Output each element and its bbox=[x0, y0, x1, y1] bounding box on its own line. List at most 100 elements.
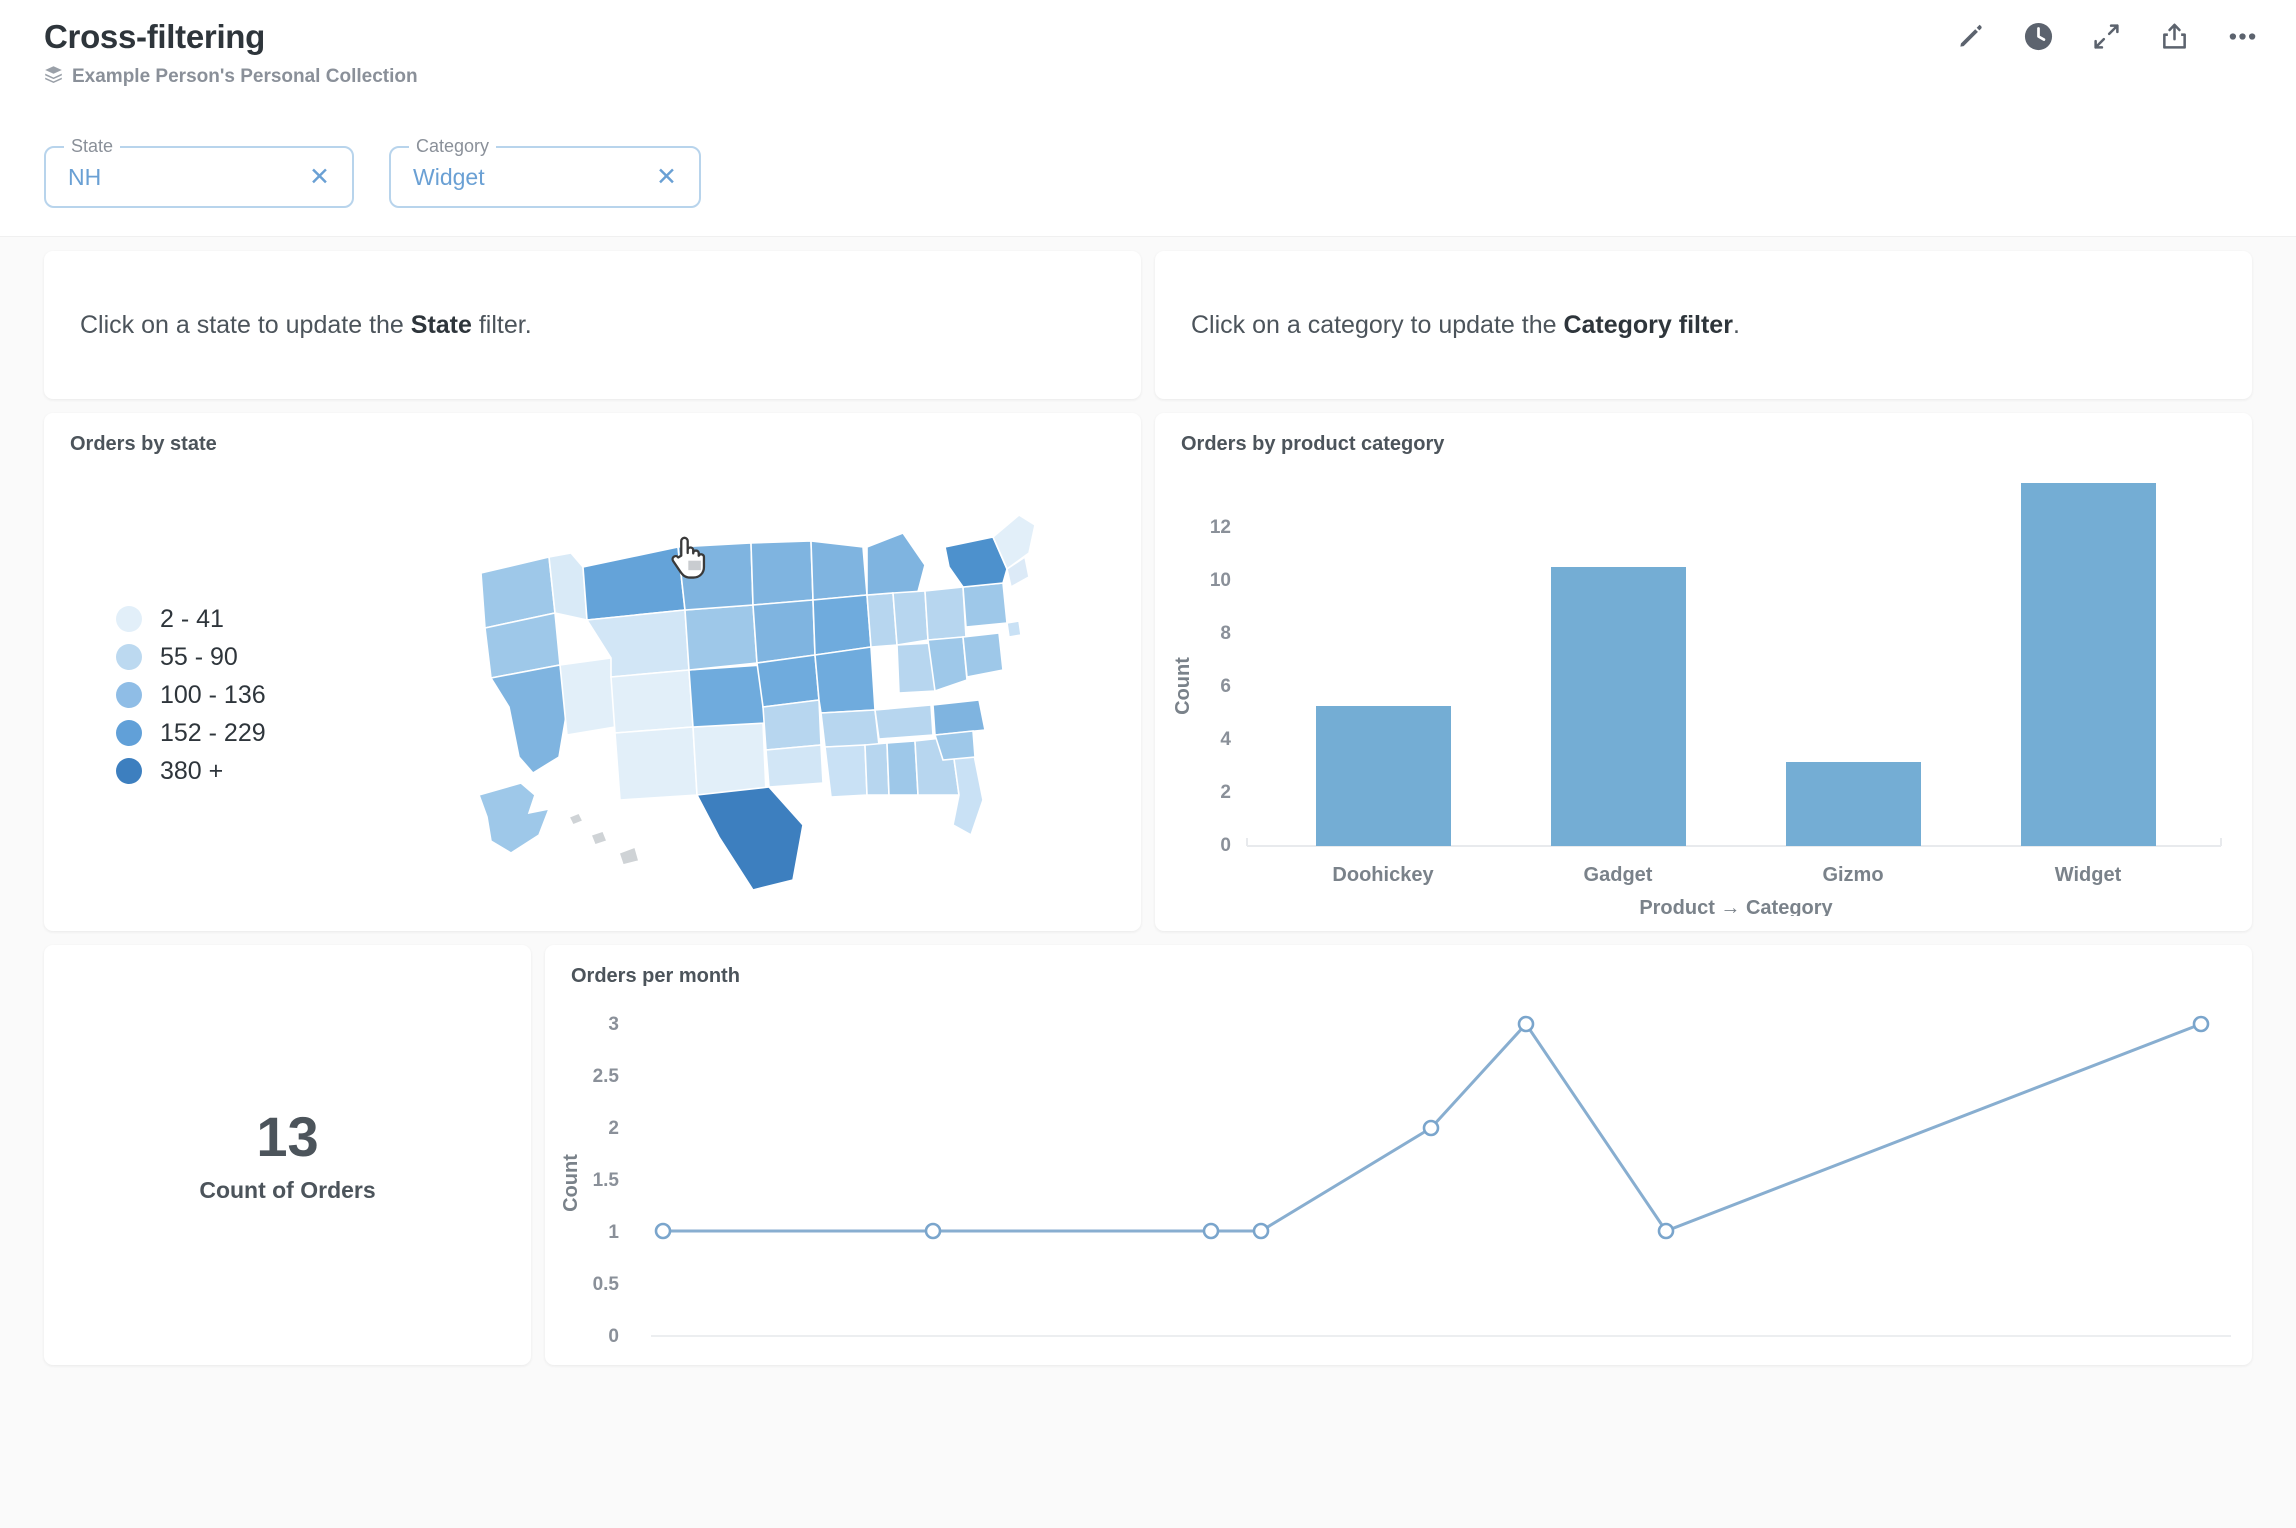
state-CO bbox=[687, 664, 767, 728]
category-filter[interactable]: Category Widget ✕ bbox=[389, 136, 701, 208]
line-series-path bbox=[663, 1021, 2202, 1233]
data-point[interactable] bbox=[2192, 1015, 2210, 1033]
line-chart-svg[interactable]: 3 2.5 2 1.5 1 0.5 0 Count bbox=[545, 988, 2252, 1365]
text-card-row: Click on a state to update the State fil… bbox=[44, 251, 2252, 399]
state-IN bbox=[891, 590, 929, 646]
scalar-value: 13 bbox=[256, 1104, 319, 1168]
edit-dashboard-button[interactable] bbox=[1952, 20, 1988, 56]
legend-item[interactable]: 380 + bbox=[116, 757, 374, 786]
legend-item-label: 100 - 136 bbox=[160, 680, 266, 709]
category-instruction-text: Click on a category to update the Catego… bbox=[1191, 311, 1740, 340]
y-tick-label: 8 bbox=[1220, 623, 1231, 644]
data-point[interactable] bbox=[654, 1222, 672, 1240]
y-tick-label: 2 bbox=[1220, 782, 1231, 803]
fullscreen-button[interactable] bbox=[2088, 20, 2124, 56]
legend-item[interactable]: 2 - 41 bbox=[116, 605, 374, 634]
collection-name[interactable]: Example Person's Personal Collection bbox=[72, 65, 418, 87]
state-filter-clear-icon[interactable]: ✕ bbox=[309, 162, 330, 191]
more-options-button[interactable] bbox=[2224, 20, 2260, 56]
state-AL bbox=[885, 740, 919, 796]
state-CA bbox=[489, 664, 568, 775]
state-TN bbox=[873, 704, 934, 740]
filter-bar: State NH ✕ Category Widget ✕ bbox=[0, 130, 2296, 237]
line-markers bbox=[654, 1015, 2210, 1240]
state-instruction-bold: State bbox=[410, 310, 472, 339]
category-instruction-card: Click on a category to update the Catego… bbox=[1155, 251, 2252, 399]
data-point[interactable] bbox=[924, 1222, 942, 1240]
state-AR bbox=[819, 709, 880, 748]
y-tick-label: 12 bbox=[1210, 517, 1231, 538]
state-filter[interactable]: State NH ✕ bbox=[44, 136, 354, 208]
data-point[interactable] bbox=[1657, 1222, 1675, 1240]
data-point[interactable] bbox=[1517, 1015, 1535, 1033]
orders-by-state-card[interactable]: Orders by state 2 - 41 55 - 90 100 - 136 bbox=[44, 413, 1141, 931]
state-MO bbox=[813, 646, 876, 714]
legend-item[interactable]: 100 - 136 bbox=[116, 681, 374, 710]
orders-by-product-category-card[interactable]: Orders by product category 12 10 8 6 4 2… bbox=[1155, 413, 2252, 931]
state-LA bbox=[823, 744, 868, 798]
legend-item[interactable]: 55 - 90 bbox=[116, 643, 374, 672]
legend-color-swatch bbox=[116, 644, 142, 670]
legend-item-label: 152 - 229 bbox=[160, 718, 266, 747]
y-tick-label: 6 bbox=[1220, 676, 1231, 697]
bar-doohickey[interactable] bbox=[1316, 706, 1451, 846]
auto-refresh-button[interactable] bbox=[2020, 20, 2056, 56]
state-VA bbox=[961, 632, 1004, 678]
sharing-button[interactable] bbox=[2156, 20, 2192, 56]
legend-color-swatch bbox=[116, 720, 142, 746]
x-axis-title: Product → Category bbox=[1639, 897, 1833, 916]
state-NE bbox=[755, 654, 820, 708]
state-KS bbox=[761, 699, 822, 751]
us-choropleth-map[interactable] bbox=[374, 456, 1141, 931]
breadcrumb[interactable]: Example Person's Personal Collection bbox=[44, 65, 2252, 89]
state-NV bbox=[558, 657, 616, 736]
clock-icon bbox=[2023, 21, 2054, 55]
state-HI-2 bbox=[589, 830, 608, 846]
state-ID bbox=[547, 552, 588, 622]
state-MN bbox=[749, 540, 814, 606]
data-point[interactable] bbox=[1422, 1119, 1440, 1137]
data-point[interactable] bbox=[1252, 1222, 1270, 1240]
orders-per-month-card[interactable]: Orders per month 3 2.5 2 1.5 1 0.5 0 Cou… bbox=[545, 945, 2252, 1365]
state-AZ bbox=[613, 726, 698, 801]
bottom-row: 13 Count of Orders Orders per month 3 2.… bbox=[44, 945, 2252, 1365]
bar-gadget[interactable] bbox=[1551, 567, 1686, 846]
state-OK bbox=[764, 744, 824, 788]
bar-widget[interactable] bbox=[2021, 483, 2156, 846]
y-tick-label: 4 bbox=[1220, 729, 1231, 750]
state-instruction-suffix: filter. bbox=[471, 310, 532, 339]
state-TX bbox=[695, 786, 804, 891]
legend-color-swatch bbox=[116, 758, 142, 784]
state-UT bbox=[609, 669, 694, 734]
state-SC bbox=[933, 730, 976, 761]
map-legend: 2 - 41 55 - 90 100 - 136 152 - 229 bbox=[44, 605, 374, 786]
bar-chart-svg[interactable]: 12 10 8 6 4 2 0 Count Doohickey bbox=[1155, 456, 2252, 919]
state-WV bbox=[926, 636, 968, 693]
y-tick-label: 3 bbox=[608, 1014, 619, 1035]
category-filter-clear-icon[interactable]: ✕ bbox=[656, 162, 677, 191]
legend-item-label: 2 - 41 bbox=[160, 604, 224, 633]
category-filter-label: Category bbox=[409, 136, 497, 157]
us-map-svg[interactable] bbox=[463, 495, 1053, 895]
state-NM bbox=[691, 722, 767, 796]
legend-item[interactable]: 152 - 229 bbox=[116, 719, 374, 748]
category-instruction-prefix: Click on a category to update the bbox=[1191, 310, 1564, 339]
expand-arrows-icon bbox=[2092, 22, 2121, 54]
dashboard-header: Cross-filtering Example Person's Persona… bbox=[0, 0, 2296, 130]
state-instruction-prefix: Click on a state to update the bbox=[80, 310, 411, 339]
count-of-orders-card[interactable]: 13 Count of Orders bbox=[44, 945, 531, 1365]
bar-gizmo[interactable] bbox=[1786, 762, 1921, 846]
x-tick-label-gizmo: Gizmo bbox=[1822, 864, 1883, 886]
legend-item-label: 380 + bbox=[160, 756, 224, 785]
y-tick-label: 0.5 bbox=[593, 1274, 620, 1295]
orders-by-state-title: Orders by state bbox=[70, 433, 217, 455]
share-upload-icon bbox=[2160, 22, 2189, 54]
y-axis-title: Count bbox=[1172, 657, 1194, 715]
state-filter-value[interactable]: NH bbox=[68, 163, 102, 190]
scalar-label: Count of Orders bbox=[199, 1177, 376, 1204]
state-filter-label: State bbox=[64, 136, 121, 157]
data-point[interactable] bbox=[1202, 1222, 1220, 1240]
category-filter-value[interactable]: Widget bbox=[413, 163, 485, 190]
state-OH bbox=[923, 586, 967, 641]
state-SD-ND-gap bbox=[683, 604, 758, 671]
